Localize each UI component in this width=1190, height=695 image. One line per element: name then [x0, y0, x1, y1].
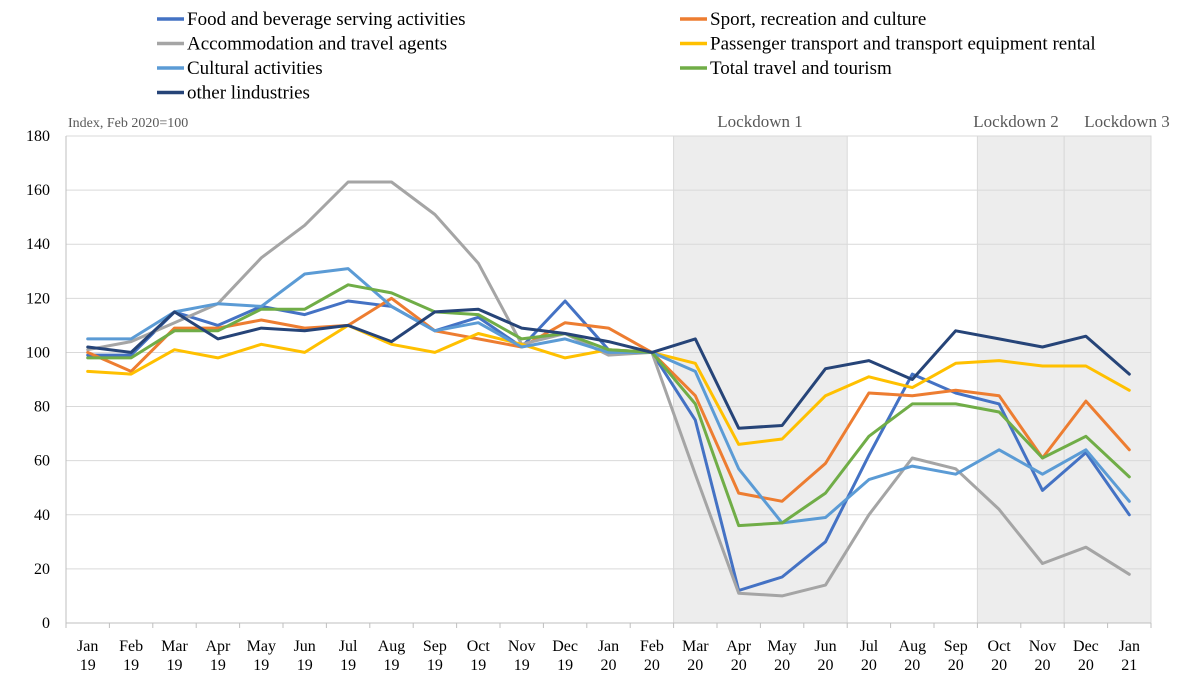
x-tick-label: Oct 19	[467, 638, 491, 674]
x-tick-label: Feb 20	[640, 638, 664, 674]
legend-label: Sport, recreation and culture	[710, 9, 926, 30]
y-tick-label: 140	[26, 236, 50, 253]
y-tick-label: 120	[26, 290, 50, 307]
x-tick-label: Sep 19	[423, 638, 447, 674]
x-tick-label: Nov 19	[508, 638, 536, 674]
x-tick-label: Oct 20	[988, 638, 1012, 674]
x-tick-label: Feb 19	[119, 638, 143, 674]
x-tick-label: May 19	[247, 638, 276, 674]
x-tick-label: Jan 20	[598, 638, 619, 674]
legend-label: Cultural activities	[187, 58, 323, 79]
series-line	[86, 180, 1131, 598]
y-tick-label: 100	[26, 344, 50, 361]
x-tick-label: Apr 20	[726, 638, 752, 674]
x-tick-label: Aug 20	[899, 638, 927, 674]
x-tick-label: Jan 21	[1119, 638, 1140, 674]
y-tick-label: 160	[26, 182, 50, 199]
x-tick-label: Aug 19	[378, 638, 406, 674]
y-tick-label: 60	[34, 453, 50, 470]
axis-labels: 0 20 40 60 80 100 120 140 160 180 Jan 19 Feb 19 Mar 19 A…	[26, 128, 1140, 674]
x-tick-label: Jan 19	[77, 638, 98, 674]
x-tick-label: Dec 19	[552, 638, 578, 674]
legend-label: Food and beverage serving activities	[187, 9, 466, 30]
y-tick-label: 80	[34, 399, 50, 416]
y-tick-label: 0	[42, 615, 50, 632]
x-tick-label: Mar 19	[161, 638, 188, 674]
x-tick-label: Nov 20	[1029, 638, 1057, 674]
y-axis-label: Index, Feb 2020=100	[68, 116, 188, 131]
series-line	[86, 296, 1131, 503]
x-tick-label: Jun 19	[294, 638, 316, 674]
series-line	[86, 267, 1131, 525]
x-tick-label: Apr 19	[205, 638, 231, 674]
legend-label: Total travel and tourism	[710, 58, 892, 79]
legend-label: other lindustries	[187, 83, 310, 104]
x-tick-label: Sep 20	[944, 638, 968, 674]
legend: Food and beverage serving activities Spor…	[157, 9, 1096, 104]
series-line	[86, 323, 1131, 446]
lockdown-region	[976, 135, 1065, 624]
series-line	[86, 283, 1131, 528]
x-tick-label: Dec 20	[1073, 638, 1099, 674]
y-tick-label: 20	[34, 561, 50, 578]
legend-label: Passenger transport and transport equipm…	[710, 34, 1096, 55]
lockdown-label: Lockdown 2	[973, 112, 1058, 131]
x-tick-label: Jun 20	[814, 638, 836, 674]
series-lines	[86, 180, 1131, 598]
lockdown-label: Lockdown 3	[1084, 112, 1169, 131]
axes	[65, 136, 1152, 628]
x-tick-label: May 20	[767, 638, 796, 674]
x-tick-label: Jul 19	[339, 638, 358, 674]
x-tick-label: Mar 20	[682, 638, 709, 674]
y-tick-label: 180	[26, 128, 50, 145]
series-line	[86, 299, 1131, 592]
series-line	[86, 307, 1131, 430]
lockdown-label: Lockdown 1	[717, 112, 802, 131]
x-tick-label: Jul 20	[860, 638, 879, 674]
legend-label: Accommodation and travel agents	[187, 34, 447, 55]
y-tick-label: 40	[34, 507, 50, 524]
